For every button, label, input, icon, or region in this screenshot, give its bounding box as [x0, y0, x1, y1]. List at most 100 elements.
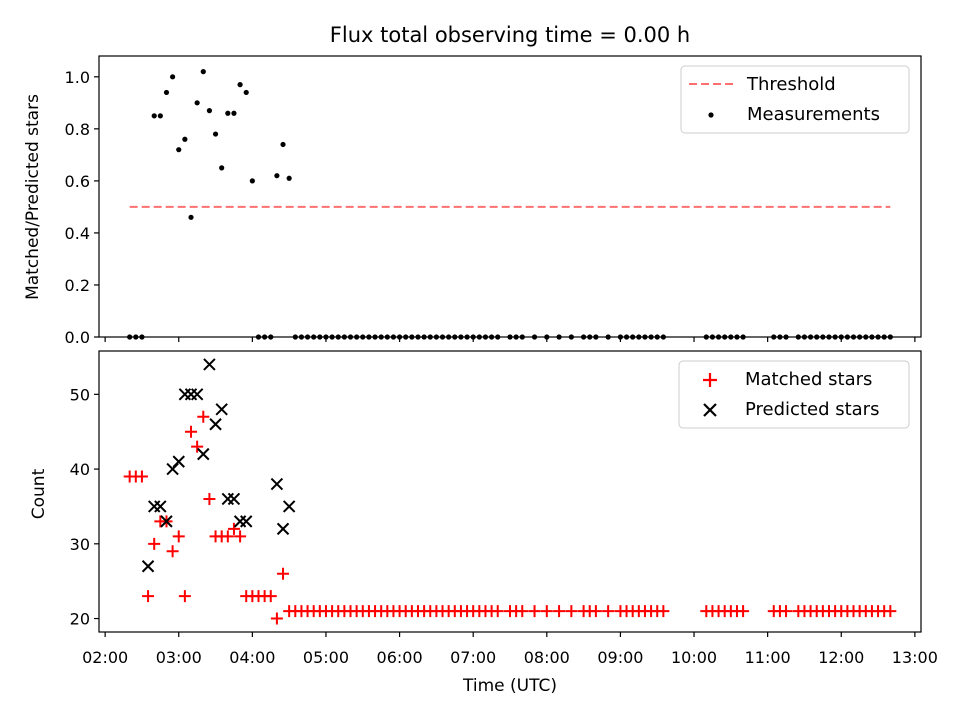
- x-tick-label: 11:00: [745, 648, 791, 667]
- measurement-point: [863, 334, 869, 340]
- predicted-star-point: [141, 560, 155, 573]
- predicted-star-point: [276, 522, 290, 536]
- count-panel: 20 30 40 50 02:00 03:00 04:00 05:00 06:00 07:00 0…: [29, 350, 938, 696]
- matched-star-point: [589, 605, 602, 618]
- matched-star-point: [491, 605, 504, 618]
- top-y-axis-label: Matched/Predicted stars: [23, 94, 43, 300]
- measurement-point: [255, 334, 262, 340]
- measurement-point: [243, 89, 249, 96]
- predicted-star-point: [197, 447, 210, 461]
- predicted-star-point: [240, 515, 253, 528]
- matched-star-point: [602, 605, 615, 618]
- measurement-point: [390, 334, 397, 340]
- measurement-point: [844, 334, 850, 340]
- matched-star-point: [277, 567, 290, 580]
- measurement-point: [421, 334, 427, 340]
- top-y-tick-label: 0.8: [65, 120, 90, 139]
- measurement-point: [814, 334, 820, 340]
- measurement-point: [415, 334, 421, 340]
- matched-star-point: [528, 605, 541, 618]
- measurement-point: [151, 113, 157, 119]
- top-y-tick-label: 0.6: [65, 172, 90, 191]
- matched-star-point: [221, 530, 234, 543]
- measurement-point: [482, 334, 489, 340]
- x-tick-label: 09:00: [597, 648, 643, 667]
- matched-star-point: [178, 590, 191, 603]
- measurement-point: [660, 334, 666, 340]
- x-tick-label: 02:00: [82, 648, 128, 667]
- measurement-point: [801, 334, 808, 340]
- measurement-point: [838, 334, 844, 340]
- measurement-point: [544, 334, 550, 340]
- measurement-point: [630, 334, 636, 340]
- predicted-star-point: [209, 418, 222, 431]
- matched-star-point: [142, 590, 155, 603]
- measurement-point: [850, 334, 857, 340]
- measurement-point: [709, 334, 716, 340]
- measurement-point: [249, 178, 255, 184]
- matched-star-point: [191, 440, 204, 453]
- x-axis-label: Time (UTC): [462, 676, 557, 696]
- matched-star-point: [227, 522, 240, 535]
- measurement-point: [654, 334, 660, 340]
- measurement-point: [317, 334, 323, 340]
- ratio-panel: Flux total observing time = 0.00 h 0.0 0.…: [23, 23, 922, 347]
- predicted-star-point: [282, 500, 296, 513]
- measurement-point: [329, 334, 335, 340]
- measurement-point: [360, 334, 366, 340]
- measurement-point: [642, 334, 648, 340]
- measurement-point: [335, 334, 341, 340]
- measurement-point: [268, 334, 274, 340]
- measurement-point: [777, 334, 783, 340]
- matched-star-point: [657, 605, 670, 618]
- matched-star-point: [135, 470, 148, 483]
- predicted-star-point: [227, 492, 241, 506]
- matched-star-point: [780, 605, 793, 618]
- measurement-point: [875, 334, 881, 340]
- measurement-point: [722, 334, 728, 340]
- matched-star-point: [565, 605, 578, 618]
- measurement-point: [488, 334, 495, 340]
- chart-title: Flux total observing time = 0.00 h: [330, 23, 690, 47]
- measurement-point: [740, 334, 746, 340]
- measurement-point: [286, 175, 292, 181]
- measurement-point: [292, 334, 298, 340]
- predicted-star-point: [203, 358, 216, 371]
- top-y-tick-label: 0.4: [65, 224, 90, 243]
- legend-predicted-swatch: [703, 403, 717, 417]
- measurement-point: [593, 334, 599, 340]
- measurement-point: [887, 334, 893, 340]
- matched-star-point: [172, 530, 185, 543]
- measurement-point: [783, 334, 789, 340]
- measurement-point: [219, 165, 225, 171]
- measurement-point: [366, 334, 372, 340]
- measurement-point: [133, 334, 139, 340]
- measurement-point: [341, 334, 347, 340]
- predicted-star-point: [172, 455, 185, 468]
- measurement-point: [648, 334, 654, 340]
- matched-star-point: [540, 605, 553, 618]
- x-tick-label: 13:00: [892, 648, 938, 667]
- measurement-point: [176, 147, 182, 153]
- measurement-point: [170, 74, 176, 80]
- x-tick-label: 12:00: [818, 648, 864, 667]
- measurement-point: [581, 334, 587, 340]
- measurement-point: [556, 334, 562, 340]
- measurement-point: [378, 334, 384, 340]
- measurement-point: [384, 334, 390, 340]
- predicted-star-point: [160, 515, 173, 528]
- top-y-tick-label: 0.2: [65, 276, 90, 295]
- matched-star-point: [270, 612, 283, 625]
- measurement-point: [623, 334, 630, 340]
- measurement-point: [127, 334, 133, 340]
- bottom-legend-box: [678, 360, 910, 429]
- measurement-point: [869, 334, 875, 340]
- measurement-point: [452, 334, 458, 340]
- measurement-point: [200, 69, 206, 75]
- legend-threshold-label: Threshold: [746, 74, 836, 95]
- measurement-point: [807, 334, 814, 340]
- top-legend-box: [680, 65, 910, 134]
- top-y-tick-label: 1.0: [65, 68, 90, 87]
- legend-measurements-label: Measurements: [747, 104, 880, 125]
